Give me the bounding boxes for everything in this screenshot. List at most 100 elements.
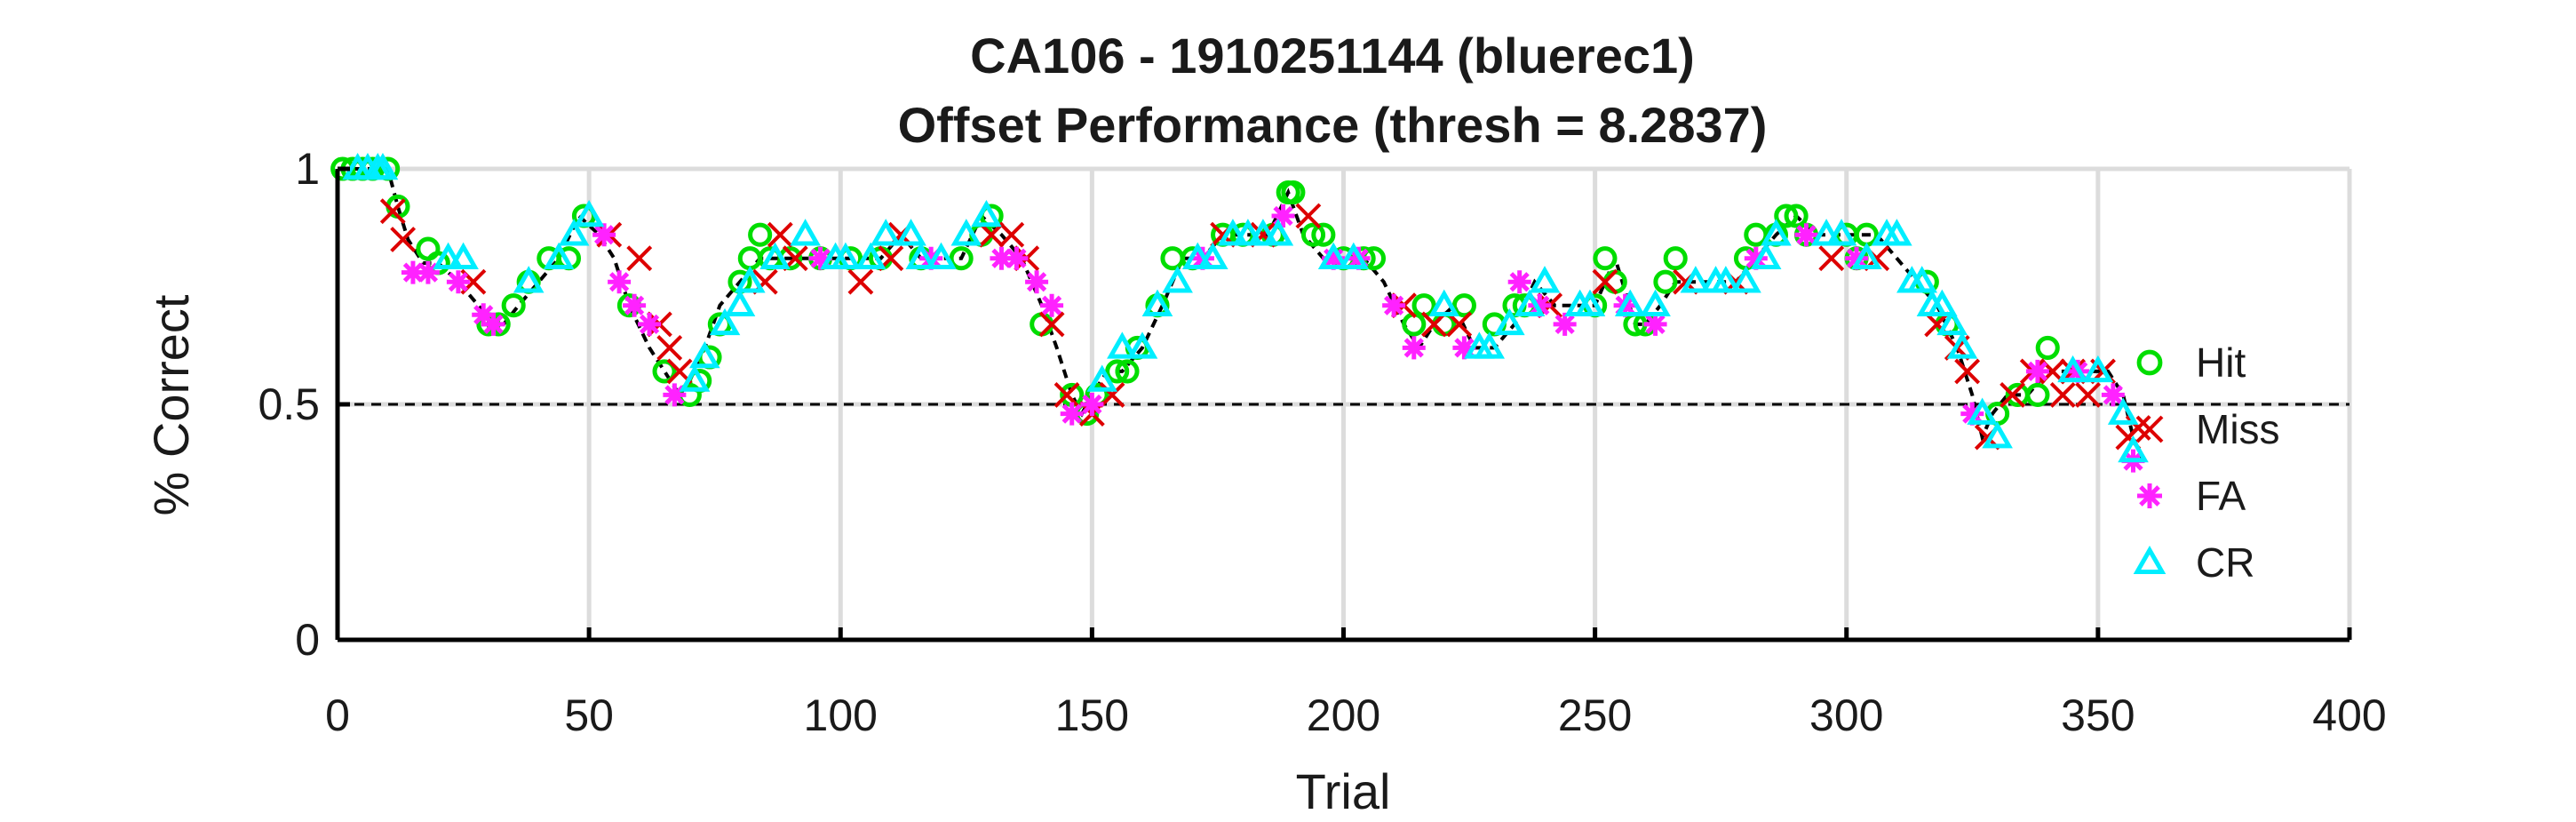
x-tick-label: 250 — [1558, 690, 1632, 740]
data-point-cr — [1247, 219, 1279, 246]
y-tick-label: 0.5 — [258, 379, 320, 429]
data-point-hit — [2025, 382, 2050, 407]
chart-subtitle: Offset Performance (thresh = 8.2837) — [898, 97, 1768, 153]
data-point-fa — [623, 293, 647, 317]
data-point-cr — [790, 219, 821, 246]
data-point-cr — [448, 242, 479, 269]
data-point-cr — [2082, 355, 2114, 383]
data-point-cr — [1680, 266, 1712, 293]
data-point-miss — [656, 334, 683, 361]
data-point-cr — [1162, 266, 1193, 293]
data-point-cr — [543, 242, 575, 269]
data-point-fa — [1271, 204, 1295, 227]
data-point-miss — [1592, 268, 1618, 295]
series-cr — [342, 152, 2149, 463]
data-point-cr — [1181, 242, 1213, 269]
data-point-cr — [1750, 242, 1782, 269]
data-point-cr — [1574, 289, 1606, 316]
data-point-cr — [1232, 219, 1264, 246]
data-point-cr — [558, 219, 590, 246]
legend-marker-hit — [2136, 349, 2163, 376]
chart-title: CA106 - 1910251144 (bluerec1) — [970, 28, 1695, 84]
data-point-cr — [1514, 289, 1546, 316]
data-point-cr — [950, 219, 982, 246]
data-point-fa — [2101, 383, 2125, 407]
data-point-hit — [1653, 269, 1678, 294]
data-point-cr — [1851, 242, 1882, 269]
data-point-fa — [1845, 246, 1869, 270]
data-point-fa — [2025, 359, 2049, 383]
data-point-cr — [513, 266, 545, 293]
axes — [335, 166, 2352, 642]
data-point-hit — [1115, 359, 1140, 384]
data-point-cr — [1317, 242, 1349, 269]
data-point-fa — [1025, 270, 1049, 294]
data-point-cr — [1494, 307, 1525, 336]
legend-marker-miss — [2135, 415, 2164, 443]
performance-curve-group — [338, 167, 2145, 462]
data-point-miss — [978, 221, 1005, 248]
series-fa — [401, 204, 2145, 473]
data-point-cr — [759, 242, 791, 269]
data-point-miss — [2075, 381, 2101, 408]
data-point-cr — [971, 199, 1002, 227]
data-point-cr — [1086, 364, 1118, 392]
data-point-hit — [1784, 204, 1809, 228]
data-point-cr — [1967, 397, 1998, 425]
data-point-cr — [1107, 331, 1138, 359]
data-point-cr — [1338, 242, 1370, 269]
data-point-hit — [949, 246, 974, 271]
data-point-fa — [1005, 246, 1029, 270]
data-point-cr — [1428, 289, 1460, 316]
data-point-cr — [709, 307, 741, 336]
data-point-cr — [1825, 219, 1857, 246]
y-tick-label: 0 — [295, 615, 320, 665]
y-tick-label: 1 — [295, 144, 320, 194]
data-point-hit — [1744, 222, 1769, 247]
data-point-fa — [1643, 312, 1667, 336]
x-tick-label: 50 — [564, 690, 614, 740]
data-point-fa — [1040, 293, 1064, 317]
legend-label-hit: Hit — [2196, 339, 2246, 386]
x-tick-label: 0 — [325, 690, 350, 740]
legend-item-miss: Miss — [2135, 406, 2280, 452]
legend-label-cr: CR — [2196, 539, 2254, 586]
data-point-cr — [1936, 307, 1968, 336]
data-point-cr — [905, 242, 937, 269]
data-point-cr — [367, 152, 399, 180]
data-point-fa — [1528, 293, 1552, 317]
data-point-fa — [1080, 393, 1104, 416]
data-point-cr — [1810, 219, 1842, 246]
x-tick-label: 100 — [804, 690, 878, 740]
data-point-hit — [652, 359, 677, 384]
data-point-miss — [2125, 415, 2151, 441]
legend-marker-fa — [2137, 483, 2162, 508]
data-point-fa — [472, 303, 496, 327]
data-point-cr — [735, 266, 766, 293]
data-point-miss — [767, 221, 793, 248]
data-point-cr — [2107, 397, 2139, 425]
data-point-hit — [1300, 222, 1326, 247]
data-point-cr — [1982, 421, 2013, 449]
data-point-cr — [870, 219, 902, 246]
data-point-miss — [1818, 245, 1845, 272]
data-point-fa — [1060, 402, 1084, 426]
data-point-miss — [390, 227, 417, 252]
data-point-cr — [1474, 331, 1506, 359]
data-point-miss — [847, 268, 874, 295]
data-point-miss — [1295, 203, 1322, 229]
data-point-cr — [573, 199, 605, 227]
data-point-miss — [1038, 311, 1065, 338]
data-point-fa — [608, 270, 632, 294]
data-point-miss — [626, 245, 653, 272]
data-point-cr — [433, 242, 464, 269]
data-point-miss — [1421, 311, 1447, 338]
data-point-fa — [808, 246, 832, 270]
legend-item-hit: Hit — [2136, 339, 2246, 386]
data-point-miss — [998, 221, 1025, 248]
data-point-miss — [1446, 311, 1473, 338]
legend-label-fa: FA — [2196, 473, 2246, 519]
data-point-cr — [2057, 355, 2088, 383]
legend-marker-cr — [2133, 545, 2167, 574]
data-point-hit — [1663, 246, 1688, 271]
